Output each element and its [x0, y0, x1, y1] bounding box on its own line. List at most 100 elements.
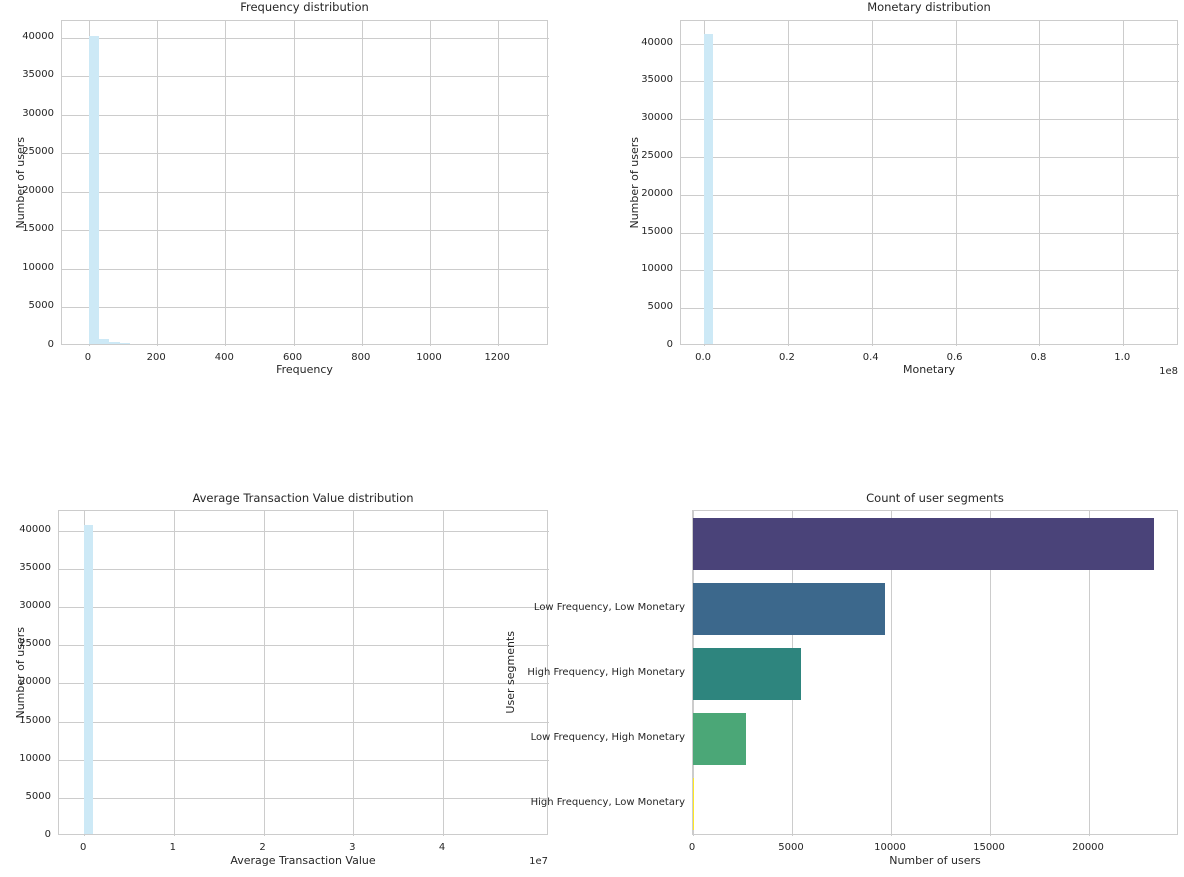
gridline-y [62, 37, 549, 39]
segment-bar [693, 647, 801, 700]
y-tick-label: 25000 [641, 150, 673, 162]
chart-title: Average Transaction Value distribution [192, 491, 414, 505]
gridline-y [62, 268, 549, 270]
x-axis-label: Number of users [889, 854, 981, 867]
gridline-x [353, 511, 355, 836]
y-tick-label: 35000 [641, 74, 673, 86]
gridline-x [157, 21, 159, 346]
x-tick-label: 20000 [1072, 842, 1104, 853]
y-tick-label: 25000 [19, 638, 51, 650]
gridline-x [1089, 511, 1090, 836]
x-tick-label: 0 [84, 352, 92, 363]
gridline-x [173, 511, 175, 836]
x-tick-label: 1 [169, 842, 177, 853]
histogram-bar [99, 339, 110, 344]
gridline-y [681, 194, 1179, 196]
x-axis-label: Frequency [276, 363, 333, 376]
gridline-x [429, 21, 431, 346]
gridline-y [59, 645, 549, 647]
y-tick-label: Low Frequency, Low Monetary [533, 601, 685, 613]
x-tick-label: 5000 [778, 842, 804, 853]
gridline-x [871, 21, 873, 346]
gridline-x [1123, 21, 1125, 346]
y-tick-label: 0 [47, 339, 54, 350]
segment-bar [693, 517, 1155, 570]
gridline-y [59, 530, 549, 532]
segment-bar [693, 582, 886, 635]
histogram-bar [119, 343, 130, 344]
x-tick-label: 0.2 [778, 352, 795, 363]
gridline-y [62, 230, 549, 232]
x-tick-label: 2 [259, 842, 266, 853]
x-tick-label: 4 [438, 842, 446, 853]
x-tick-label: 1200 [484, 352, 510, 363]
y-tick-label: 35000 [22, 69, 54, 81]
x-axis-label: Monetary [902, 363, 956, 376]
histogram-bar [84, 525, 94, 834]
x-tick-label: 3 [349, 842, 356, 853]
y-tick-label: 30000 [19, 600, 51, 612]
y-tick-label: 35000 [19, 561, 51, 573]
x-tick-label: 0.8 [1030, 352, 1047, 363]
gridline-y [681, 81, 1179, 83]
gridline-y [62, 76, 549, 78]
gridline-y [681, 43, 1179, 45]
y-tick-label: 15000 [641, 225, 673, 237]
x-tick-label: 0.6 [946, 352, 963, 363]
histogram-bar [88, 35, 100, 344]
gridline-y [62, 191, 549, 193]
gridline-x [955, 21, 957, 346]
y-tick-label: 10000 [19, 752, 51, 764]
x-tick-label: 400 [214, 352, 234, 363]
x-tick-label: 1000 [416, 352, 442, 363]
gridline-y [59, 607, 549, 609]
gridline-x [498, 21, 500, 346]
segment-bar [693, 712, 747, 765]
y-tick-label: 10000 [641, 263, 673, 275]
y-tick-label: 40000 [19, 523, 51, 535]
x-tick-label: 0 [688, 842, 696, 853]
gridline-y [62, 114, 549, 116]
x-tick-label: 800 [351, 352, 371, 363]
gridline-y [681, 270, 1179, 272]
axis-offset-label: 1e7 [529, 856, 548, 867]
y-tick-label: 40000 [641, 36, 673, 48]
y-tick-label: 5000 [28, 300, 54, 312]
gridline-y [681, 232, 1179, 234]
axis-offset-label: 1e8 [1159, 366, 1178, 377]
y-tick-label: 20000 [641, 187, 673, 199]
x-axis-label: Average Transaction Value [230, 854, 376, 867]
gridline-x [443, 511, 445, 836]
histogram-bar [109, 342, 120, 344]
y-tick-label: 5000 [25, 790, 51, 802]
plot-area [692, 510, 1178, 836]
chart-title: Frequency distribution [240, 0, 369, 14]
histogram-bar [704, 34, 714, 344]
gridline-x [263, 511, 265, 836]
gridline-y [62, 153, 549, 155]
y-tick-label: 0 [666, 339, 673, 350]
y-tick-label: 30000 [22, 107, 54, 119]
gridline-x [293, 21, 295, 346]
y-tick-label: 15000 [22, 223, 54, 235]
gridline-y [681, 119, 1179, 121]
plot-area [58, 510, 549, 836]
x-tick-label: 200 [146, 352, 166, 363]
gridline-x [891, 511, 892, 836]
gridline-x [990, 511, 991, 836]
x-tick-label: 10000 [874, 842, 906, 853]
gridline-y [59, 683, 549, 685]
x-tick-label: 600 [283, 352, 303, 363]
y-tick-label: 20000 [19, 676, 51, 688]
gridline-x [225, 21, 227, 346]
y-tick-label: 5000 [647, 301, 673, 313]
y-tick-label: 10000 [22, 261, 54, 273]
y-tick-label: Low Frequency, High Monetary [530, 731, 685, 743]
y-tick-label: High Frequency, High Monetary [527, 666, 685, 678]
gridline-y [59, 797, 549, 799]
x-tick-label: 15000 [973, 842, 1005, 853]
y-tick-label: High Frequency, Low Monetary [530, 796, 685, 808]
